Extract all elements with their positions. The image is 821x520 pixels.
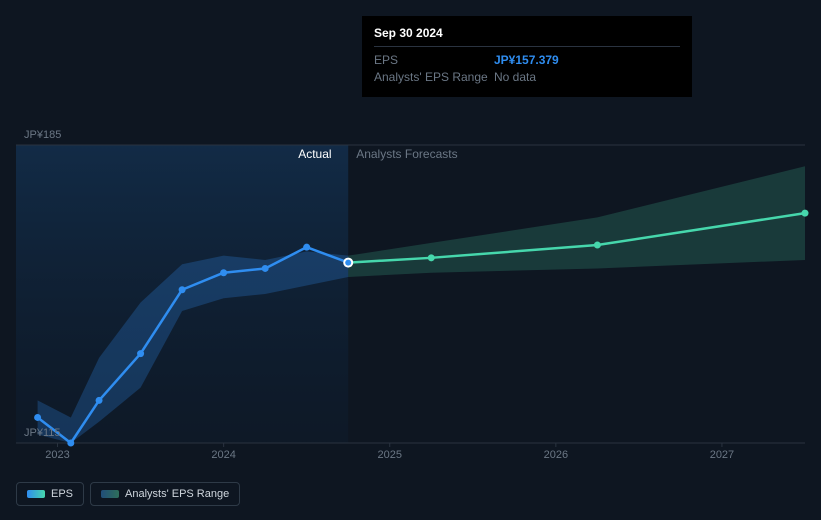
legend-label: Analysts' EPS Range [125, 488, 229, 500]
y-axis-label: JP¥185 [24, 129, 61, 141]
legend-item[interactable]: Analysts' EPS Range [90, 482, 240, 506]
tooltip-row: Analysts' EPS RangeNo data [374, 70, 680, 84]
legend-swatch [101, 490, 119, 498]
x-axis-label: 2027 [710, 449, 734, 461]
x-axis-label: 2026 [544, 449, 568, 461]
tooltip-date: Sep 30 2024 [374, 26, 680, 40]
section-label-forecast: Analysts Forecasts [356, 147, 457, 161]
tooltip-divider [374, 46, 680, 47]
section-label-actual: Actual [298, 147, 331, 161]
chart-legend: EPS Analysts' EPS Range [16, 482, 240, 506]
x-axis-label: 2024 [211, 449, 235, 461]
tooltip-row: EPSJP¥157.379 [374, 53, 680, 67]
legend-item[interactable]: EPS [16, 482, 84, 506]
x-axis-label: 2025 [377, 449, 401, 461]
x-axis-label: 2023 [45, 449, 69, 461]
tooltip-key: Analysts' EPS Range [374, 70, 494, 84]
y-axis-label: JP¥115 [24, 427, 61, 439]
chart-container: Sep 30 2024 EPSJP¥157.379Analysts' EPS R… [0, 0, 821, 520]
tooltip-value: JP¥157.379 [494, 53, 559, 67]
tooltip-value: No data [494, 70, 536, 84]
chart-tooltip: Sep 30 2024 EPSJP¥157.379Analysts' EPS R… [362, 16, 692, 97]
tooltip-key: EPS [374, 53, 494, 67]
legend-swatch [27, 490, 45, 498]
legend-label: EPS [51, 488, 73, 500]
